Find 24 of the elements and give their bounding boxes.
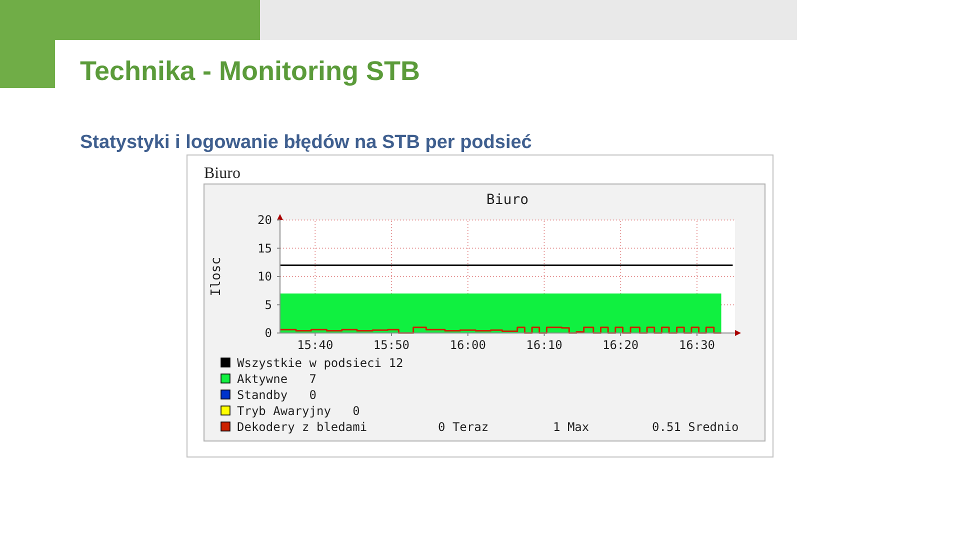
text: Technika - Monitoring STB — [80, 56, 420, 86]
legend-label: Standby 0 — [237, 388, 316, 402]
y-tick-label: 15 — [258, 241, 272, 256]
text: 0.51 Srednio — [652, 420, 739, 434]
x-tick-label: 15:40 — [297, 338, 334, 352]
chart-title: Biuro — [486, 192, 529, 208]
y-tick-label: 20 — [258, 213, 272, 228]
text: Biuro — [204, 165, 240, 182]
x-tick-label: 15:50 — [373, 338, 410, 352]
legend-label: Dekodery z bledami — [237, 420, 368, 434]
y-axis-title: Ilosc — [209, 256, 224, 296]
legend-label: Aktywne 7 — [237, 372, 316, 386]
text: 1 Max — [553, 420, 590, 434]
legend-label: Tryb Awaryjny 0 — [237, 404, 360, 418]
y-tick-label: 0 — [264, 326, 272, 340]
x-tick-label: 16:00 — [450, 338, 486, 352]
chart-subtitle: Statystyki i logowanie błędów na STB per podsieć — [80, 132, 532, 153]
legend-label: Wszystkie w podsieci 12 — [237, 356, 404, 370]
text: 0 Teraz — [438, 420, 489, 434]
y-tick-label: 5 — [264, 298, 272, 312]
x-tick-label: 16:10 — [526, 338, 562, 352]
x-tick-label: 16:30 — [678, 338, 716, 352]
y-tick-label: 10 — [258, 270, 272, 284]
x-tick-label: 16:20 — [602, 338, 639, 352]
